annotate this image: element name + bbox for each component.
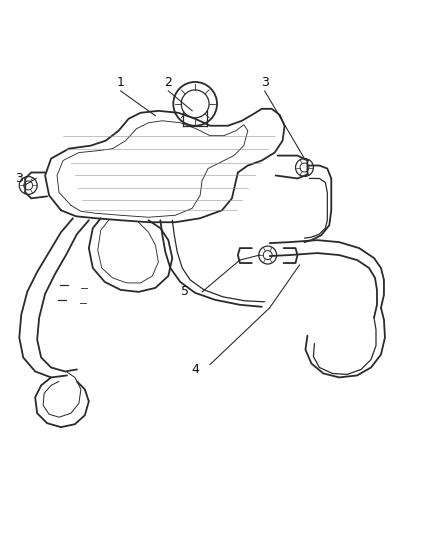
- Text: 3: 3: [261, 76, 268, 90]
- Text: 5: 5: [181, 285, 189, 298]
- Text: 1: 1: [117, 76, 124, 90]
- Text: 4: 4: [191, 363, 199, 376]
- Text: 3: 3: [15, 172, 23, 185]
- Text: 2: 2: [164, 76, 172, 90]
